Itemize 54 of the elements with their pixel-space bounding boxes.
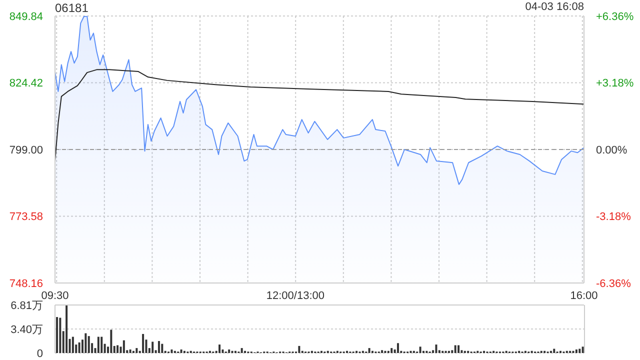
bar [298, 346, 300, 353]
bar [97, 336, 100, 353]
y2-tick-label: +3.18% [596, 78, 634, 90]
bar [129, 349, 132, 353]
bar [458, 345, 460, 353]
bar [396, 343, 399, 353]
bar [553, 348, 556, 353]
bar [100, 336, 103, 353]
bar [78, 342, 80, 353]
bar [575, 349, 578, 353]
bar [180, 349, 182, 353]
bar [110, 330, 112, 353]
bar [170, 349, 173, 353]
x-tick-label: 12:00/13:00 [266, 290, 325, 302]
bar [136, 348, 138, 353]
y-tick-label: 6.81万 [10, 300, 43, 312]
bar [72, 336, 74, 353]
y2-tick-label: +6.36% [596, 10, 634, 23]
bar [578, 348, 581, 353]
y-tick-label: 773.58 [9, 211, 43, 224]
bar [582, 346, 584, 353]
x-tick-label: 16:00 [570, 290, 598, 302]
y2-tick-label: -6.36% [596, 278, 632, 290]
bar [390, 348, 393, 353]
y-tick-label: 3.40万 [10, 324, 43, 336]
x-tick-label: 09:30 [41, 290, 69, 302]
y-tick-label: 748.16 [9, 278, 43, 290]
bar [381, 350, 384, 353]
bar [368, 348, 370, 353]
chart-title: 06181 [55, 1, 88, 15]
bar [59, 318, 62, 353]
y2-tick-label: 0.00% [596, 144, 628, 156]
bar [116, 345, 119, 353]
bar [88, 336, 90, 353]
y-tick-label: 799.00 [9, 144, 43, 156]
bar [218, 344, 221, 353]
bar [161, 344, 164, 353]
bar [152, 342, 154, 353]
bar [228, 349, 230, 353]
y-tick-label: 0 [36, 348, 43, 360]
bar [435, 344, 438, 353]
bar [66, 305, 68, 353]
y-tick-label: 824.42 [9, 78, 43, 90]
bar [122, 340, 125, 353]
y-tick-label: 849.84 [9, 10, 43, 23]
bar [142, 334, 144, 353]
y2-tick-label: -3.18% [596, 211, 632, 224]
bar [84, 333, 87, 353]
bar [419, 346, 422, 353]
bar [240, 348, 243, 353]
bar [56, 317, 58, 353]
text: 04-03 16:08 [525, 1, 584, 13]
bar [158, 341, 160, 353]
bar [454, 345, 456, 353]
